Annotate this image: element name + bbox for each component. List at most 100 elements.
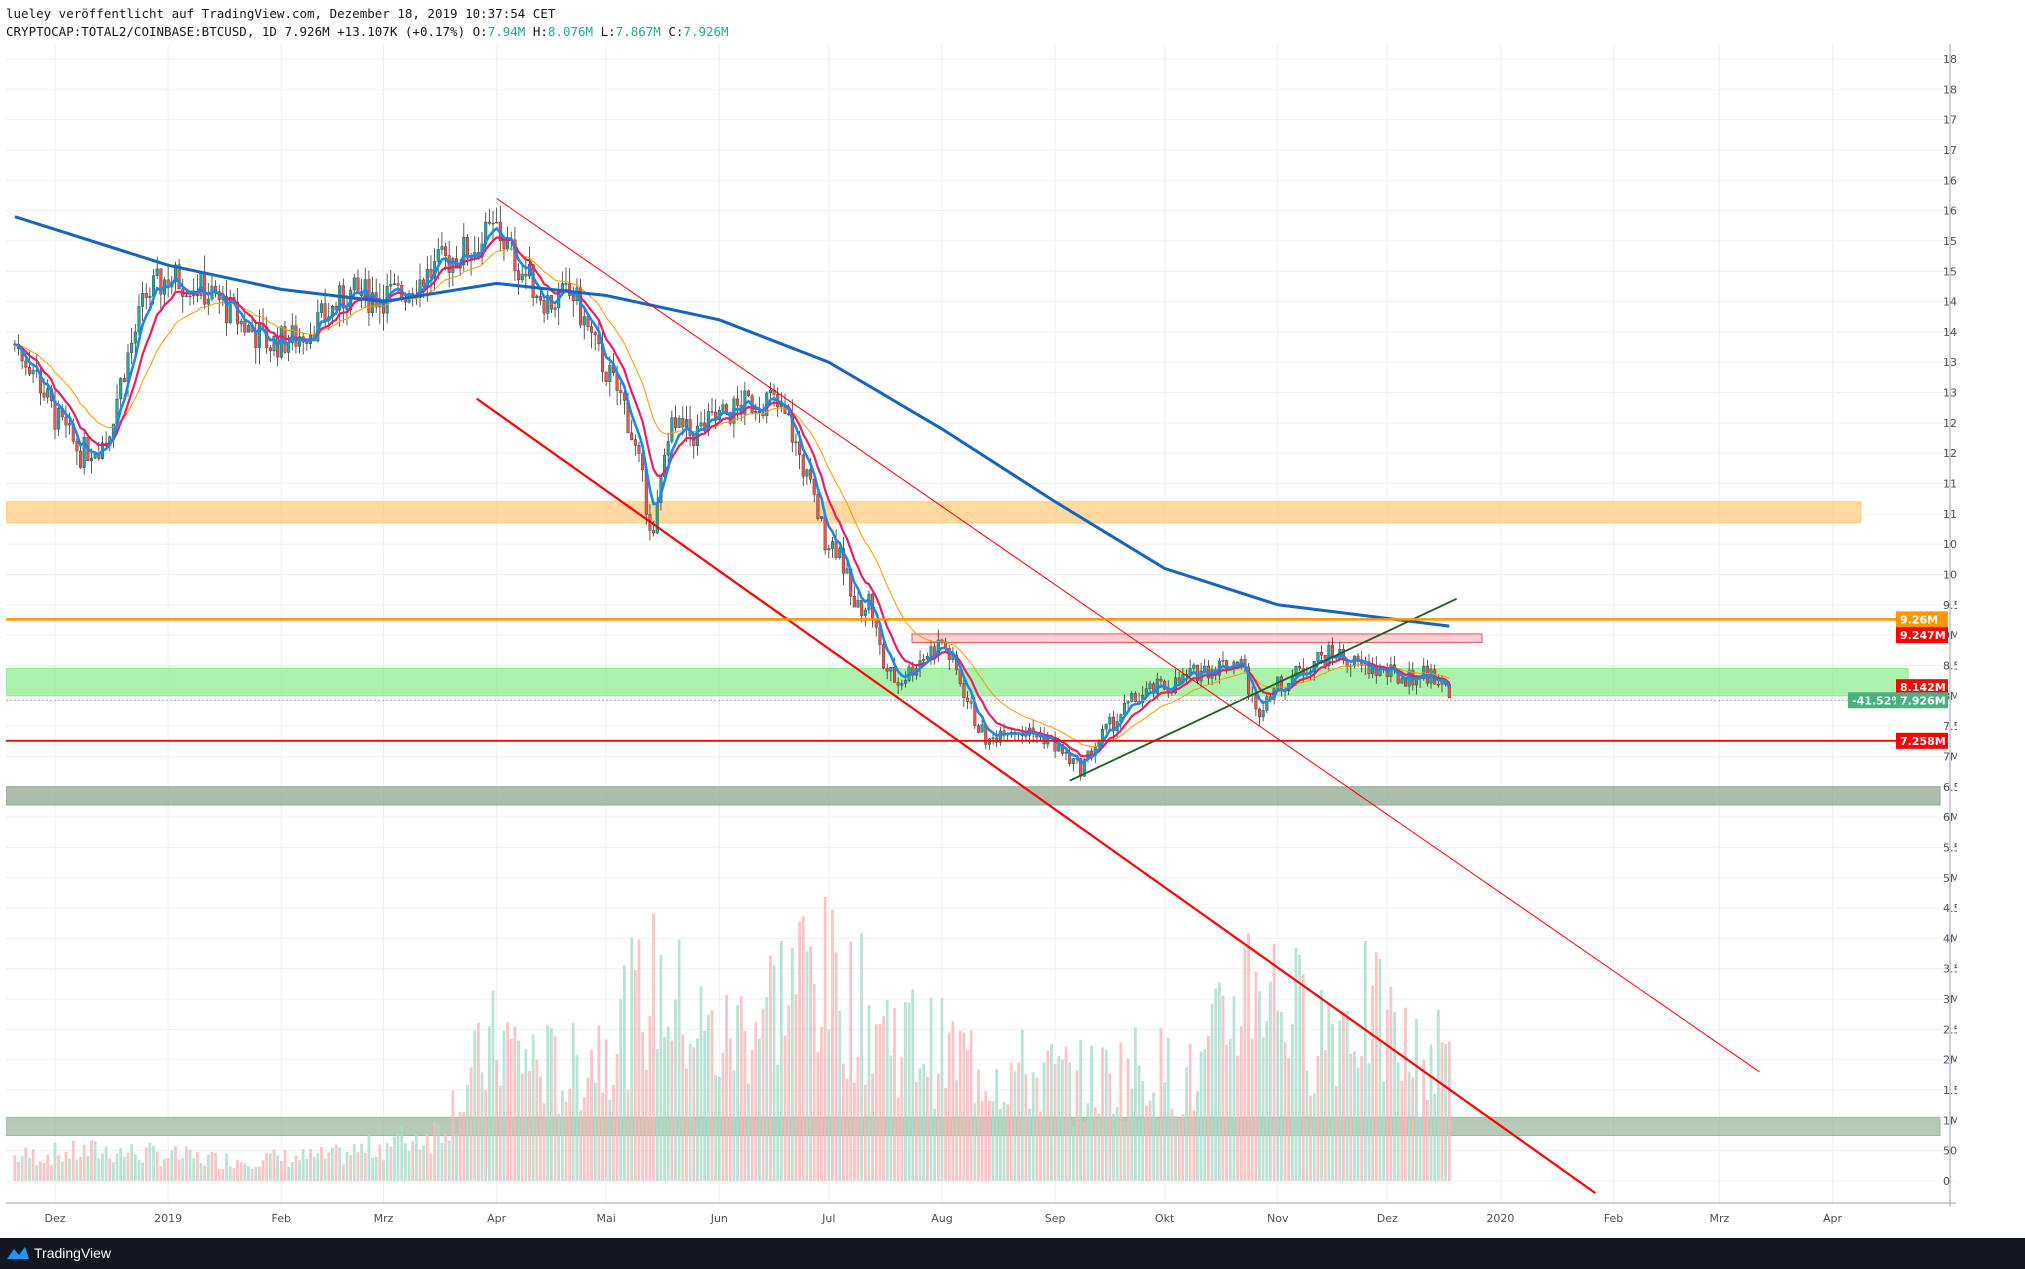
volume-bar [166, 1158, 170, 1181]
candle [798, 441, 802, 456]
candle [768, 389, 772, 394]
volume-bar [878, 1024, 882, 1181]
volume-bar [641, 1032, 645, 1181]
volume-bar [133, 1154, 137, 1181]
volume-bar [1159, 1028, 1163, 1181]
volume-bar [842, 1063, 845, 1181]
volume-bar [550, 1027, 553, 1181]
volume-bar [1119, 1042, 1123, 1181]
candle [1279, 676, 1283, 691]
candle [64, 416, 68, 426]
tradingview-logo-icon[interactable] [6, 1243, 30, 1263]
volume-bar [254, 1167, 258, 1181]
volume-bar [644, 1069, 648, 1181]
volume-bar [699, 986, 703, 1181]
volume-bar [1217, 982, 1221, 1181]
volume-bar [261, 1160, 265, 1181]
price-axis[interactable]: 18.5M18M17.5M17M16.5M16M15.5M15M14.5M14M… [1943, 44, 1957, 1207]
volume-bar [633, 969, 637, 1181]
volume-bar [374, 1156, 378, 1181]
volume-bar [524, 1049, 528, 1181]
volume-bar [714, 1074, 718, 1181]
price-chart[interactable]: 18.5M18M17.5M17M16.5M16M15.5M15M14.5M14M… [6, 44, 1957, 1238]
volume-bar [385, 1143, 389, 1181]
price-tick-label: 0 [1943, 1175, 1950, 1188]
volume-bar [1031, 1072, 1035, 1181]
candle [542, 300, 546, 314]
candle [684, 419, 688, 428]
volume-bar [1174, 1115, 1177, 1181]
volume-bar [947, 1032, 951, 1181]
volume-bar [904, 1002, 907, 1181]
volume-bar [955, 1080, 958, 1181]
volume-bar [1181, 1114, 1185, 1181]
volume-bar [1338, 1020, 1342, 1181]
volume-bar [447, 1140, 451, 1181]
volume-bar [82, 1145, 86, 1181]
candle [1265, 696, 1269, 711]
volume-bar [966, 1050, 969, 1181]
volume-bar [1057, 1056, 1061, 1181]
volume-bar [922, 1064, 926, 1181]
volume-bar [221, 1168, 225, 1181]
candle [141, 292, 145, 307]
volume-bar [1123, 1120, 1126, 1181]
candle [144, 292, 148, 298]
volume-bar [1305, 1070, 1309, 1181]
volume-bar [393, 1136, 396, 1181]
volume-bar [1247, 932, 1250, 1181]
volume-bar [575, 1055, 579, 1181]
volume-bar [590, 1049, 593, 1181]
candle [440, 246, 444, 250]
volume-bar [882, 1016, 885, 1181]
sma-200-line [14, 215, 1450, 628]
volume-bar [637, 939, 641, 1181]
volume-bar [422, 1145, 426, 1181]
uptrend-line [1069, 597, 1457, 782]
footer-brand[interactable]: TradingView [34, 1245, 112, 1261]
volume-bar [188, 1149, 192, 1181]
volume-bar [933, 1108, 937, 1181]
volume-bar [1039, 1111, 1042, 1181]
volume-bar [301, 1148, 305, 1181]
chart-area[interactable]: 18.5M18M17.5M17M16.5M16M15.5M15M14.5M14M… [6, 44, 1957, 1225]
volume-bar [1327, 1006, 1331, 1181]
volume-bar [776, 1064, 780, 1181]
candle [874, 619, 878, 628]
volume-bar [389, 1146, 393, 1181]
time-tick-label: Apr [487, 1212, 507, 1225]
volume-bar [535, 1059, 539, 1181]
candle [998, 730, 1002, 743]
time-axis[interactable]: Dez 2019 Feb Mrz Apr Mai Jun Jul Aug Sep Okt Nov Dez… [6, 1202, 1956, 1225]
candle [1071, 758, 1075, 764]
volume-bar [995, 1069, 999, 1181]
candle [487, 221, 491, 224]
candle [889, 667, 893, 672]
volume-bar [170, 1150, 174, 1181]
symbol-name[interactable]: CRYPTOCAP:TOTAL2/COINBASE:BTCUSD, 1D [6, 24, 277, 39]
candle [1400, 678, 1404, 684]
volume-bar [210, 1151, 214, 1181]
volume-bar [276, 1155, 280, 1181]
candle [801, 454, 805, 477]
volume-bar [1188, 1043, 1192, 1181]
candle [155, 268, 159, 277]
volume-bar [907, 1002, 911, 1181]
volume-bar [130, 1144, 134, 1181]
volume-bar [925, 1076, 929, 1181]
volume-bar [1024, 1074, 1028, 1181]
candle [710, 411, 714, 413]
price-tag: -41.52%7.926M [1848, 692, 1948, 709]
volume-bar [1371, 985, 1375, 1181]
volume-bar [13, 1155, 17, 1181]
volume-bar [181, 1158, 185, 1181]
candle [1148, 683, 1152, 690]
volume-bar [1101, 1047, 1104, 1181]
volume-bar [655, 1049, 659, 1181]
volume-bar [692, 1047, 696, 1181]
volume-bar [487, 1026, 491, 1181]
volume-bar [1429, 1044, 1433, 1181]
candle [418, 279, 422, 298]
candle [1367, 661, 1371, 675]
candle [976, 725, 980, 733]
